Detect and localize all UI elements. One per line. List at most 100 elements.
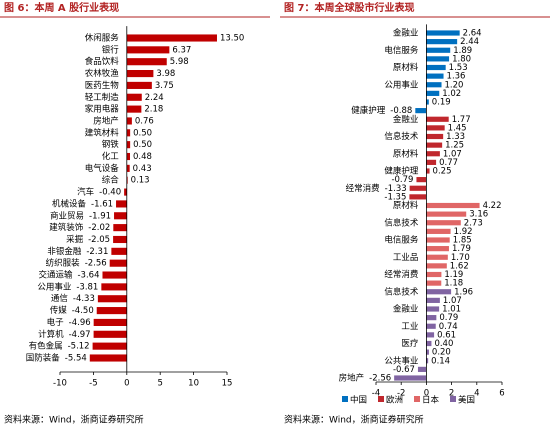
value-label: 0.13 <box>131 176 150 186</box>
value-label: 1.79 <box>452 244 471 254</box>
bar <box>426 280 442 286</box>
value-label: -1.33 <box>385 184 407 194</box>
category-label: 农林牧渔 <box>85 68 120 79</box>
value-label: 0.40 <box>434 339 453 349</box>
x-tick-label: 6 <box>499 389 504 399</box>
value-label: 0.19 <box>432 98 451 108</box>
category-label: 电信服务 <box>384 235 419 246</box>
x-tick-label: 2 <box>449 389 454 399</box>
value-label: -3.81 <box>76 282 98 292</box>
bar <box>426 323 436 329</box>
category-label: 建筑装饰 <box>49 222 84 233</box>
x-tick-label: 5 <box>157 379 162 389</box>
value-label: -4.50 <box>72 306 94 316</box>
bar <box>126 176 128 184</box>
value-label: 0.79 <box>439 313 458 323</box>
bar <box>93 330 127 338</box>
value-label: 0.43 <box>133 164 152 174</box>
category-label: 金融业 <box>393 114 419 125</box>
legend-swatch <box>450 396 456 402</box>
bar <box>426 64 446 71</box>
bar <box>426 202 480 209</box>
value-label: 2.18 <box>144 105 163 115</box>
value-label: 0.50 <box>133 140 152 150</box>
bar <box>114 212 127 220</box>
value-label: 2.64 <box>463 29 482 39</box>
category-label: 非银金融 <box>47 246 82 257</box>
category-label: 信息技术 <box>384 217 419 228</box>
category-label: 机械设备 <box>52 198 87 209</box>
bar <box>426 82 442 88</box>
value-label: 1.20 <box>445 80 464 90</box>
bar <box>409 185 427 191</box>
x-tick-label: 4 <box>474 389 479 399</box>
category-label: 有色金属 <box>29 341 63 352</box>
value-label: 0.76 <box>135 116 154 126</box>
bar <box>426 289 452 295</box>
bar <box>426 73 444 79</box>
bar <box>426 56 450 62</box>
x-tick-label: 0 <box>424 389 429 399</box>
category-label: 公用事业 <box>384 79 418 90</box>
value-label: 0.25 <box>433 167 452 177</box>
value-label: -4.33 <box>73 294 95 304</box>
value-label: 0.50 <box>133 128 152 138</box>
x-tick-label: -2 <box>397 389 405 399</box>
category-label: 公用事业 <box>37 281 71 292</box>
category-label: 通信 <box>51 293 69 304</box>
bar <box>426 340 432 347</box>
value-label: 2.44 <box>460 37 479 47</box>
bar <box>426 297 440 303</box>
bar <box>426 99 429 105</box>
category-label: 公共事业 <box>384 355 418 366</box>
value-label: -0.79 <box>391 175 413 185</box>
bar <box>394 375 427 381</box>
bar <box>126 46 170 54</box>
value-label: -2.31 <box>86 247 108 257</box>
bar <box>116 200 127 208</box>
category-label: 交通运输 <box>38 270 73 281</box>
bar <box>126 152 131 161</box>
bar <box>415 108 427 114</box>
chart-title: 图 6：本周 A 股行业表现 <box>4 1 119 14</box>
category-label: 建筑材料 <box>85 127 120 138</box>
category-label: 汽车 <box>77 187 94 198</box>
category-label: 医药生物 <box>85 80 120 91</box>
category-label: 工业品 <box>393 252 419 263</box>
x-tick-label: -10 <box>53 379 67 389</box>
value-label: 1.70 <box>451 253 470 263</box>
category-label: 食品饮料 <box>85 56 120 67</box>
bar <box>126 164 130 172</box>
legend-swatch <box>378 396 384 402</box>
bar <box>426 315 437 321</box>
x-tick-label: -5 <box>89 379 97 389</box>
value-label: -4.96 <box>69 318 91 328</box>
bar <box>426 211 467 217</box>
bar <box>126 81 152 89</box>
value-label: 3.98 <box>156 69 175 79</box>
value-label: -5.12 <box>68 342 90 352</box>
category-label: 信息技术 <box>384 286 419 297</box>
bar <box>126 58 167 66</box>
value-label: 6.37 <box>172 45 191 55</box>
bar <box>426 237 450 243</box>
bar <box>426 358 429 364</box>
category-label: 工业 <box>401 321 418 332</box>
category-label: 经常消费 <box>384 269 419 280</box>
legend-label: 日本 <box>422 395 440 406</box>
value-label: -0.67 <box>393 365 415 375</box>
legend-label: 中国 <box>350 395 367 406</box>
bar <box>109 259 127 267</box>
bar <box>96 307 127 315</box>
category-label: 经常消费 <box>346 183 381 194</box>
value-label: -3.64 <box>77 271 99 281</box>
x-tick-label: -4 <box>372 389 380 399</box>
bar <box>409 194 427 200</box>
bar <box>426 133 444 140</box>
value-label: 4.22 <box>483 201 502 211</box>
value-label: 1.89 <box>453 46 472 56</box>
value-label: 1.33 <box>446 132 465 142</box>
bar <box>426 125 445 131</box>
category-label: 商业贸易 <box>50 210 84 221</box>
value-label: 3.75 <box>155 81 174 91</box>
